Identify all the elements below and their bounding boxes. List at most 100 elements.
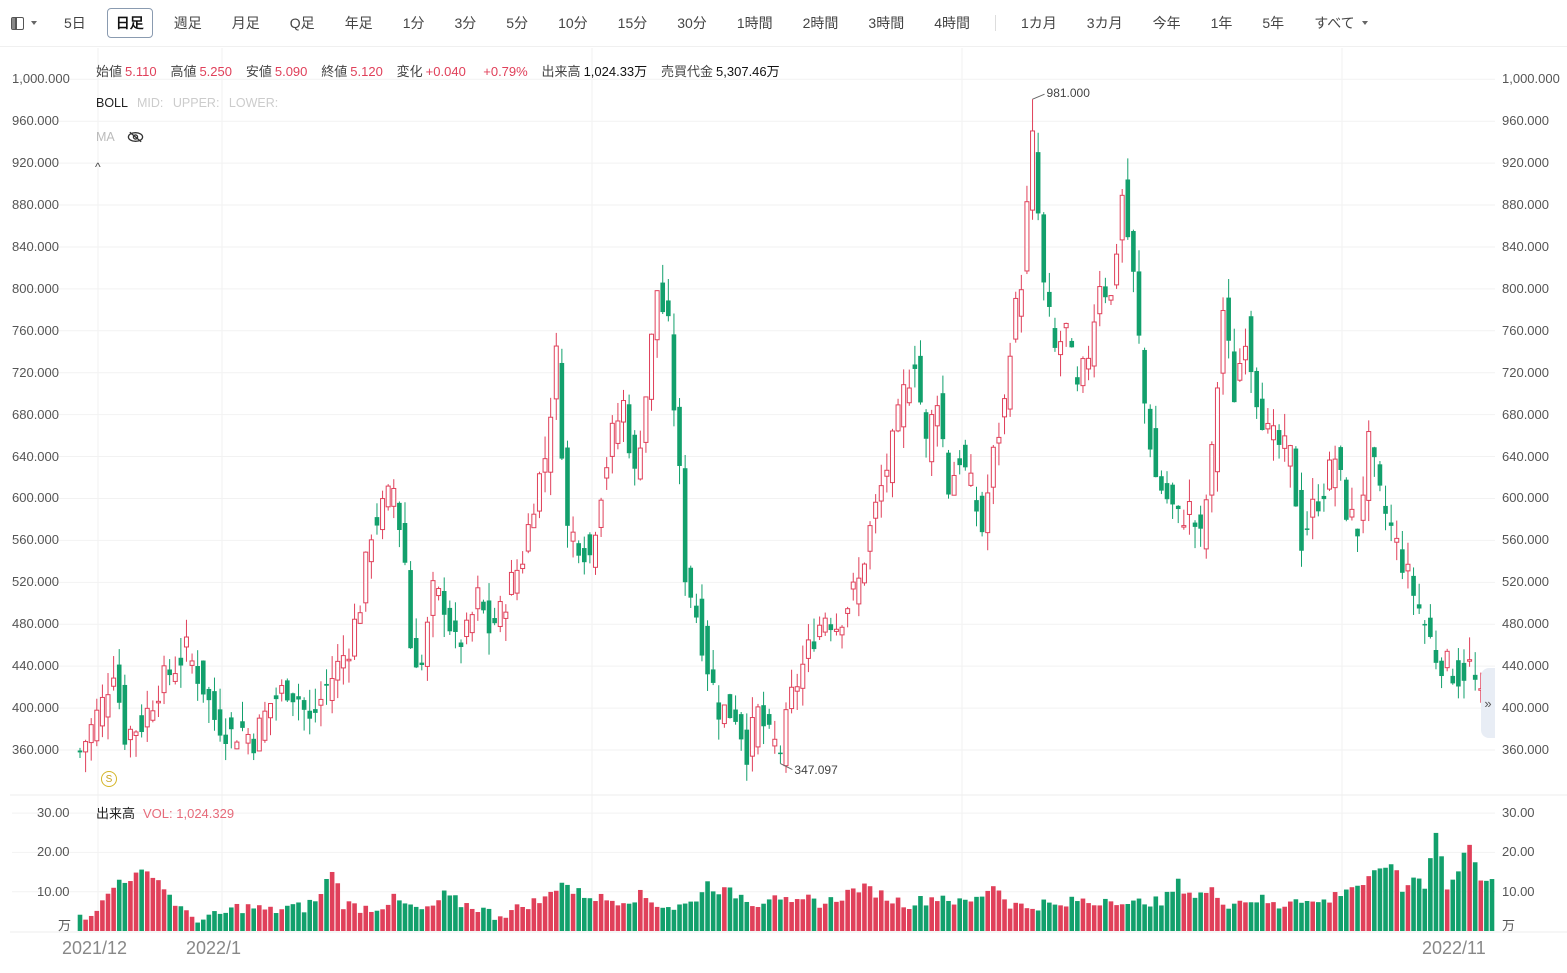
candle <box>486 583 492 655</box>
timeframe-items-2[interactable]: 週足 <box>173 15 202 31</box>
candle <box>839 625 845 649</box>
volume-bar <box>1131 900 1136 931</box>
volume-bar <box>1293 899 1299 931</box>
dividend-badge-icon[interactable]: S <box>101 771 117 787</box>
volume-bar <box>296 902 301 931</box>
timeframe-items-14[interactable]: 3時間 <box>868 15 905 31</box>
volume-bar <box>133 872 139 931</box>
toolbar-divider <box>995 15 996 31</box>
volume-bar <box>357 912 363 931</box>
volume-bar <box>862 883 867 931</box>
volume-bar <box>1153 896 1159 931</box>
double-chevron-right-icon: » <box>1484 695 1492 711</box>
candle <box>1316 484 1321 517</box>
candle <box>626 394 632 459</box>
volume-bar <box>1103 898 1108 931</box>
candle <box>609 415 615 474</box>
timeframe-items-6[interactable]: 1分 <box>402 15 425 31</box>
price-axis-label: 560.000 <box>12 532 59 548</box>
candle <box>1344 477 1349 522</box>
candle <box>127 725 133 758</box>
ma-indicator[interactable]: MA <box>96 130 144 144</box>
candle <box>99 684 105 738</box>
timeframe-items-11[interactable]: 30分 <box>677 15 707 31</box>
expand-panel-button[interactable]: » <box>1481 668 1495 738</box>
volume-bar <box>957 898 962 931</box>
change-percent: +0.79% <box>483 64 528 79</box>
volume-bar <box>581 897 587 931</box>
volume-bar <box>290 904 296 931</box>
candle <box>671 313 677 427</box>
timeframe-items-13[interactable]: 2時間 <box>802 15 839 31</box>
candle <box>654 290 660 358</box>
collapse-indicators-button[interactable]: ^ <box>95 160 101 174</box>
volume-bar <box>262 909 268 931</box>
timeframe-items-5[interactable]: 年足 <box>344 15 373 31</box>
volume-axis-label: 30.00 <box>1502 805 1535 821</box>
price-axis-label: 880.000 <box>12 197 59 213</box>
volume-bar <box>1192 897 1198 931</box>
timeframe-items-1[interactable]: 日足 <box>106 8 153 38</box>
candle <box>749 697 755 772</box>
volume-bar <box>1019 903 1024 931</box>
volume-bar <box>559 882 565 931</box>
candle <box>783 702 789 773</box>
candle <box>878 464 884 518</box>
timeframe-items-4[interactable]: Q足 <box>289 15 315 31</box>
volume-bar <box>380 909 385 931</box>
volume-bar <box>974 896 979 931</box>
volume-bar <box>100 900 105 931</box>
boll-indicator[interactable]: BOLL MID: UPPER: LOWER: <box>96 96 278 110</box>
candle <box>990 444 996 505</box>
eye-hidden-icon[interactable] <box>127 131 144 143</box>
candle <box>402 502 408 566</box>
candle <box>761 691 766 745</box>
volume-bar <box>918 896 923 931</box>
candle <box>1332 445 1338 507</box>
candle <box>1002 394 1008 435</box>
candle <box>1259 382 1265 431</box>
price-axis-label: 360.000 <box>1502 742 1549 757</box>
candle <box>906 369 912 406</box>
layout-toggle-button[interactable] <box>11 16 37 30</box>
timeframe-items-9[interactable]: 10分 <box>558 15 588 31</box>
timeframe-items2-1[interactable]: 3カ月 <box>1086 15 1123 31</box>
timeframe-items-12[interactable]: 1時間 <box>736 15 773 31</box>
max-price-annotation: 981.000 <box>1046 86 1090 101</box>
timeframe-items2-2[interactable]: 今年 <box>1152 15 1181 31</box>
volume-bar <box>1198 892 1203 931</box>
candle <box>245 728 251 755</box>
timeframe-items-3[interactable]: 月足 <box>231 15 260 31</box>
candle <box>1372 446 1377 477</box>
candle <box>1254 367 1259 419</box>
timeframe-items-15[interactable]: 4時間 <box>934 15 970 31</box>
volume-bar <box>172 905 178 931</box>
candle <box>721 704 727 728</box>
volume-bar <box>385 904 391 931</box>
range-all-dropdown[interactable]: すべて <box>1305 8 1376 38</box>
volume-bar <box>890 903 895 931</box>
volume-bar <box>105 893 111 931</box>
volume-bar <box>1372 870 1377 931</box>
volume-bar <box>800 899 806 931</box>
timeframe-items-10[interactable]: 15分 <box>617 15 648 31</box>
volume-bar <box>514 904 520 931</box>
volume-bar <box>845 889 850 931</box>
volume-bar <box>1047 902 1052 931</box>
candle <box>677 398 682 485</box>
timeframe-items2-4[interactable]: 5年 <box>1262 15 1285 31</box>
candle <box>1428 604 1433 639</box>
candle <box>766 708 772 729</box>
candle <box>1153 405 1159 478</box>
timeframe-items2-3[interactable]: 1年 <box>1210 15 1233 31</box>
volume-bar <box>88 915 94 931</box>
volume-bar <box>878 890 884 931</box>
volume-bar <box>234 903 240 931</box>
timeframe-items-7[interactable]: 3分 <box>454 15 477 31</box>
volume-bar <box>716 894 722 931</box>
candle <box>1439 657 1444 689</box>
timeframe-items-8[interactable]: 5分 <box>506 15 529 31</box>
timeframe-items-0[interactable]: 5日 <box>64 15 86 31</box>
timeframe-items2-0[interactable]: 1カ月 <box>1021 15 1057 31</box>
